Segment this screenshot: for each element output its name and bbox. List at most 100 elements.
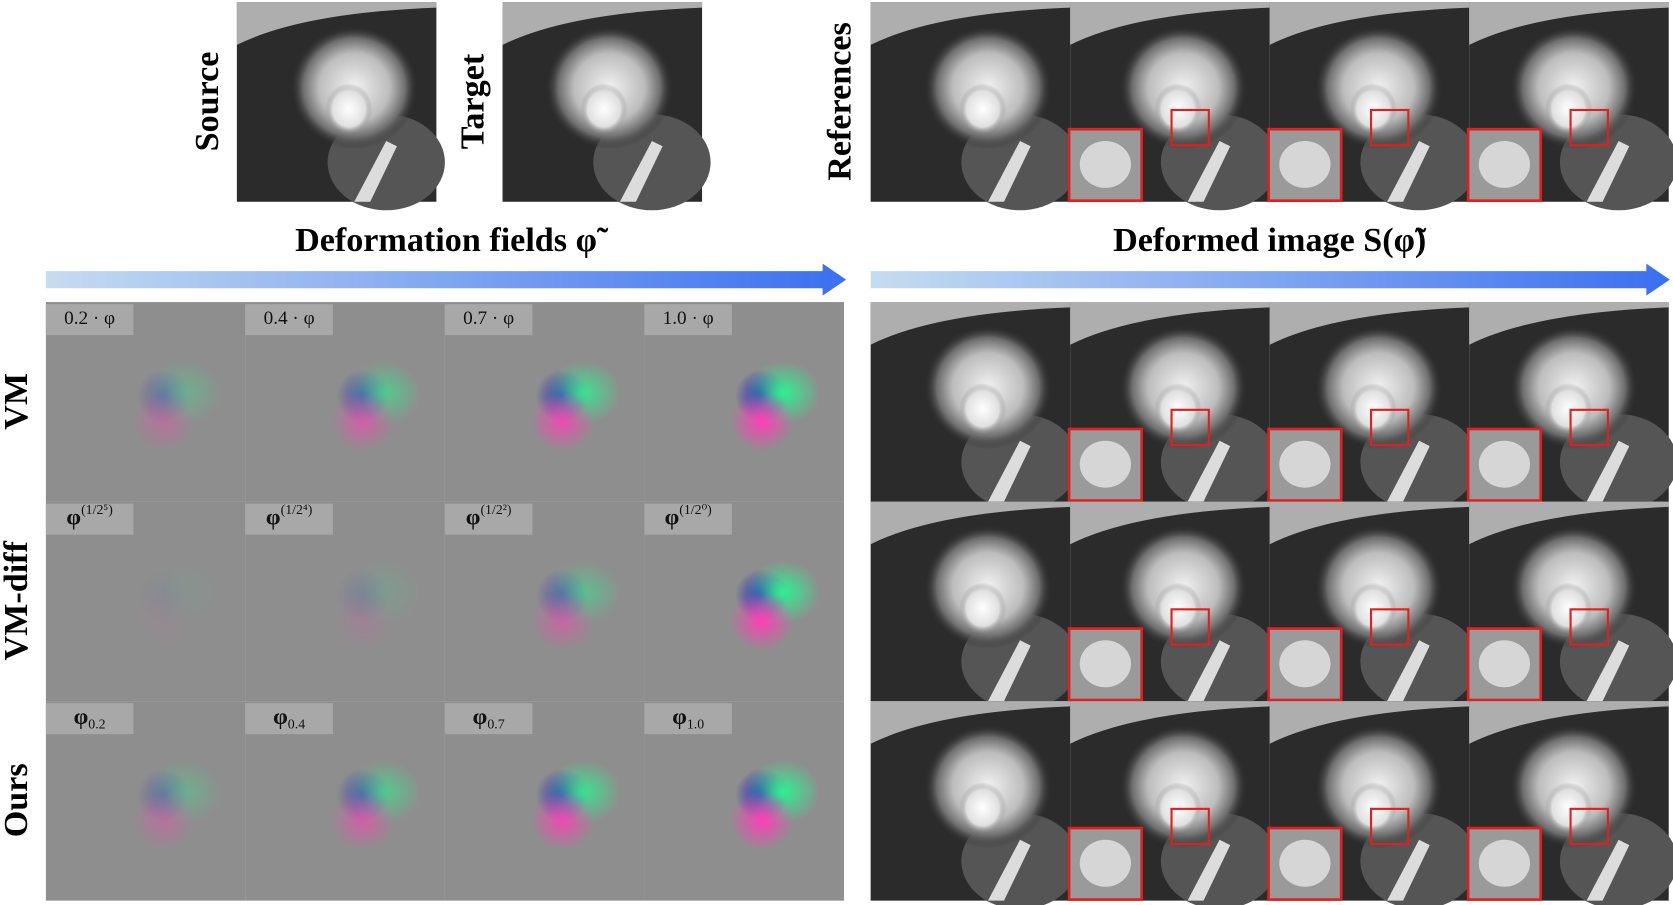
mri-vessel [988, 140, 1031, 202]
mri-image [1267, 302, 1478, 511]
mri-wall [870, 302, 1071, 345]
mri-wall [1269, 501, 1470, 545]
zoom-box [1369, 108, 1410, 147]
mri-image [1466, 2, 1673, 211]
flow-field [644, 701, 844, 901]
progress-arrow [870, 263, 1670, 296]
flow-pink [131, 790, 196, 851]
mri-vessel [1187, 440, 1231, 502]
flow-field [444, 501, 645, 702]
flow-pink [330, 790, 395, 851]
mri-wall [870, 701, 1071, 744]
zoom-detail [1079, 839, 1131, 887]
mri-wall [1070, 302, 1270, 345]
mri-image [1267, 2, 1478, 211]
step-label: φ0.4 [273, 705, 305, 733]
step-sub: 0.4 [288, 718, 305, 733]
mri-wall [1269, 2, 1470, 45]
step-sup: (1/2⁰) [679, 503, 712, 518]
zoom-box [1569, 408, 1609, 447]
zoom-box [1369, 608, 1410, 646]
zoom-box [1569, 608, 1609, 646]
mri-image [870, 2, 1079, 211]
row-label: Ours [0, 763, 35, 837]
zoom-detail [1279, 839, 1331, 887]
mri-image [1466, 302, 1673, 511]
mri-cavity [959, 83, 1007, 135]
step-label-box [644, 304, 732, 336]
step-label-box [45, 703, 134, 735]
mri-cavity [959, 782, 1007, 834]
step-symbol: φ [473, 705, 488, 731]
step-label: φ0.2 [74, 705, 106, 733]
step-sup: (1/2²) [480, 503, 511, 518]
zoom-box [1569, 108, 1609, 147]
mri-image [502, 2, 711, 211]
mri-vessel [1387, 839, 1430, 901]
step-label-box [45, 304, 134, 336]
mri-image [1267, 701, 1478, 905]
mri-wall [1070, 701, 1270, 744]
step-label-box [444, 503, 533, 535]
step-text: 0.4 · φ [264, 309, 315, 330]
target-label: Target [455, 53, 492, 149]
step-label: 0.7 · φ [463, 309, 514, 330]
step-label-box [644, 703, 732, 735]
step-label-box [444, 304, 533, 336]
mri-cavity [1544, 782, 1592, 834]
fields-heading: Deformation fields φ̃ [295, 222, 609, 259]
flow-field [644, 501, 844, 702]
flow-field [644, 302, 844, 502]
progress-arrow [45, 263, 847, 296]
mri-wall [1070, 2, 1270, 45]
step-symbol: φ [266, 505, 281, 531]
flow-pink [330, 391, 395, 452]
row-label: VM-diff [0, 540, 35, 660]
step-label: 1.0 · φ [663, 309, 714, 330]
flow-pink [330, 591, 395, 651]
mri-image [1466, 701, 1673, 905]
mri-wall [1469, 2, 1669, 45]
flow-field [444, 701, 645, 901]
step-label: 0.2 · φ [64, 309, 115, 330]
zoom-box [1569, 807, 1609, 846]
mri-wall [870, 2, 1071, 45]
mri-image [870, 501, 1079, 710]
flow-pink [729, 591, 794, 651]
step-label-box [245, 703, 333, 735]
mri-cavity [1544, 383, 1592, 435]
zoom-detail [1478, 140, 1531, 188]
step-text: 0.2 · φ [64, 309, 115, 330]
mri-wall [236, 2, 437, 45]
flow-pink [530, 391, 595, 452]
zoom-detail [1079, 140, 1131, 188]
zoom-detail [1478, 440, 1531, 488]
zoom-detail [1279, 440, 1331, 488]
mri-cavity [1349, 582, 1397, 634]
zoom-detail [1478, 640, 1531, 688]
mri-wall [1469, 501, 1669, 545]
mri-wall [1070, 501, 1270, 545]
step-sub: 1.0 [687, 718, 704, 733]
mri-vessel [1387, 440, 1430, 502]
step-symbol: φ [672, 705, 687, 731]
mri-image [236, 2, 445, 211]
mri-vessel [354, 140, 397, 202]
mri-vessel [1187, 839, 1231, 901]
step-label: φ(1/2²) [466, 503, 512, 531]
flow-pink [131, 591, 196, 651]
step-label: φ(1/2⁰) [665, 503, 712, 531]
step-sub: 0.7 [487, 718, 504, 733]
flow-field [245, 501, 445, 702]
zoom-detail [1079, 640, 1131, 688]
mri-vessel [988, 640, 1031, 702]
flow-field [45, 501, 246, 702]
step-label: φ(1/2⁴) [266, 503, 312, 531]
references-label: References [822, 22, 859, 181]
mri-vessel [1586, 839, 1630, 901]
row-label: VM [0, 373, 35, 430]
mri-vessel [1586, 440, 1630, 502]
mri-wall [1469, 701, 1669, 744]
step-symbol: φ [466, 505, 481, 531]
